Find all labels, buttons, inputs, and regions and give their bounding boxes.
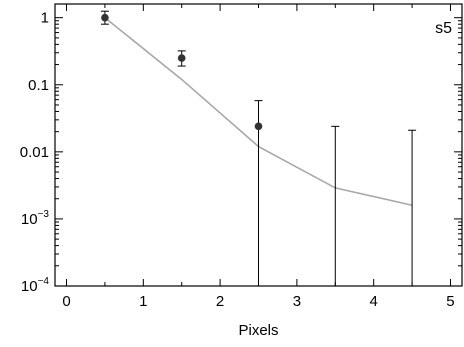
y-tick-label: 10−4 [21, 276, 50, 295]
x-tick-label: 5 [446, 293, 454, 310]
data-point [177, 54, 186, 62]
x-tick-label: 3 [293, 293, 301, 310]
y-tick-label: 0.01 [20, 144, 49, 161]
data-point [101, 13, 109, 22]
x-tick-label: 1 [139, 293, 147, 310]
y-tick-label: 1 [41, 10, 49, 27]
y-tick-label: 10−3 [21, 209, 50, 228]
x-tick-label: 2 [216, 293, 224, 310]
x-tick-label: 4 [370, 293, 378, 310]
x-tick-label: 0 [62, 293, 70, 310]
plot-frame [54, 3, 463, 287]
data-point [254, 122, 263, 131]
x-axis-label: Pixels [238, 322, 278, 339]
y-tick-label: 0.1 [28, 77, 49, 94]
data-layer [100, 10, 417, 286]
panel-label: s5 [435, 20, 452, 37]
ticks-layer: 0 1 2 3 4 5 1 0.1 0.01 10−3 10−4 [20, 4, 462, 310]
